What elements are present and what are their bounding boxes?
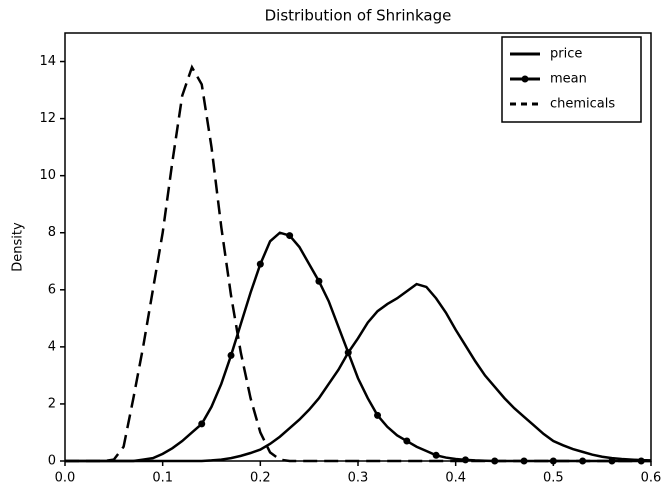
data-point [344,349,352,357]
y-tick-label: 0 [48,454,56,469]
line-series [65,231,651,463]
data-point [198,420,206,428]
data-point [227,351,235,359]
y-tick-label: 8 [48,225,56,240]
x-tick-label: 0.2 [250,471,271,486]
x-tick-label: 0.4 [445,471,466,486]
data-point [256,260,264,268]
data-point [403,437,411,445]
x-tick-label: 0.0 [55,471,76,486]
y-tick-label: 12 [39,111,56,126]
data-point [432,451,440,459]
y-tick-label: 10 [39,168,56,183]
y-axis-label: Density [11,222,26,272]
y-tick-label: 4 [48,339,56,354]
data-point [315,277,323,285]
data-point [286,232,294,240]
x-tick-label: 0.1 [152,471,173,486]
chart-title: Distribution of Shrinkage [265,7,452,25]
legend-label: mean [550,72,587,87]
line-series [65,282,652,463]
x-tick-label: 0.6 [641,471,662,486]
x-tick-label: 0.5 [543,471,564,486]
legend-label: price [550,47,582,62]
plot-frame [64,32,652,462]
y-tick-label: 14 [39,54,56,69]
legend-label: chemicals [550,97,615,112]
y-tick-label: 6 [48,282,56,297]
x-tick-label: 0.3 [348,471,369,486]
legend-marker [521,75,529,83]
data-point [374,411,382,419]
legend: price mean chemicals [501,36,642,123]
line-series [65,64,651,463]
y-tick-label: 2 [48,396,56,411]
